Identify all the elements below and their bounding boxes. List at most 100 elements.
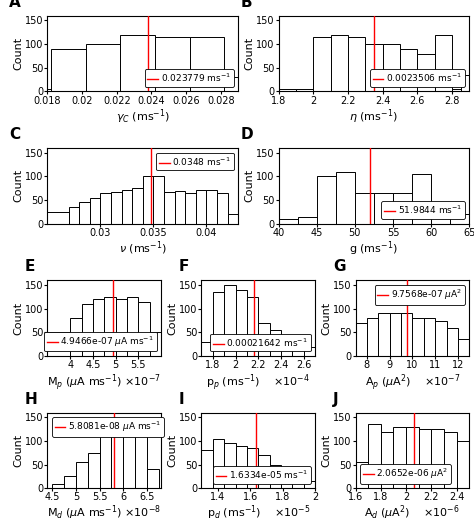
Bar <box>150 332 161 356</box>
Bar <box>213 292 224 356</box>
Bar <box>456 441 469 488</box>
Bar <box>412 318 424 356</box>
Bar <box>206 190 217 224</box>
Bar <box>123 432 135 488</box>
Text: F: F <box>179 259 189 274</box>
Bar <box>424 318 435 356</box>
Bar <box>224 285 236 356</box>
Bar <box>431 429 444 488</box>
Bar <box>292 342 304 356</box>
Bar <box>135 432 147 488</box>
Bar <box>356 323 367 356</box>
Bar <box>236 290 247 356</box>
Bar <box>330 35 348 91</box>
Legend: 0.0023506 ms$^{-1}$: 0.0023506 ms$^{-1}$ <box>370 69 465 87</box>
Bar <box>417 54 435 91</box>
Bar <box>355 193 374 224</box>
Bar <box>401 313 412 356</box>
Bar <box>383 44 400 91</box>
Bar <box>298 217 317 224</box>
Bar <box>279 219 298 224</box>
Bar <box>406 427 419 488</box>
Bar <box>147 469 159 488</box>
Bar <box>393 193 412 224</box>
Bar <box>185 193 196 224</box>
Bar <box>70 318 82 356</box>
Bar <box>100 436 111 488</box>
Bar <box>51 49 85 91</box>
Bar <box>374 193 393 224</box>
Bar <box>304 481 315 488</box>
X-axis label: $\nu$ (ms$^{-1}$): $\nu$ (ms$^{-1}$) <box>119 239 167 257</box>
Bar <box>174 191 185 224</box>
Bar <box>419 429 431 488</box>
Bar <box>236 446 247 488</box>
Y-axis label: Count: Count <box>167 434 177 467</box>
Bar <box>82 304 93 356</box>
Bar <box>393 427 406 488</box>
Bar <box>317 176 336 224</box>
Bar <box>356 463 368 488</box>
Bar <box>213 439 224 488</box>
Bar <box>247 448 258 488</box>
Text: A: A <box>9 0 21 9</box>
Bar <box>47 212 69 224</box>
Bar <box>138 301 150 356</box>
Bar <box>76 463 88 488</box>
Bar <box>111 432 123 488</box>
Y-axis label: Count: Count <box>13 301 23 335</box>
Bar <box>450 214 469 224</box>
Bar <box>143 176 154 224</box>
Bar <box>224 443 236 488</box>
Bar <box>104 297 116 356</box>
Bar <box>224 77 238 91</box>
Bar <box>201 342 213 356</box>
Bar <box>458 340 469 356</box>
Bar <box>378 313 390 356</box>
Bar <box>90 198 100 224</box>
Bar <box>201 450 213 488</box>
Legend: 0.00021642 ms$^{-1}$: 0.00021642 ms$^{-1}$ <box>210 333 310 351</box>
Bar <box>348 37 365 91</box>
Bar <box>400 49 417 91</box>
Y-axis label: Count: Count <box>321 434 331 467</box>
X-axis label: $\gamma_C$ (ms$^{-1}$): $\gamma_C$ (ms$^{-1}$) <box>116 107 170 125</box>
Bar <box>85 44 120 91</box>
X-axis label: g (ms$^{-1}$): g (ms$^{-1}$) <box>349 239 398 258</box>
Bar <box>155 37 190 91</box>
Bar <box>247 297 258 356</box>
Text: E: E <box>25 259 35 274</box>
Bar <box>435 320 447 356</box>
Bar <box>258 323 270 356</box>
Bar <box>292 477 304 488</box>
Bar <box>196 190 206 224</box>
Bar <box>64 477 76 488</box>
Bar <box>228 214 238 224</box>
Legend: 51.9844 ms$^{-1}$: 51.9844 ms$^{-1}$ <box>382 201 465 219</box>
Bar <box>100 193 111 224</box>
Bar <box>412 174 431 224</box>
Y-axis label: Count: Count <box>13 434 23 467</box>
Bar <box>279 89 296 91</box>
Bar <box>452 89 461 91</box>
X-axis label: $\eta$ (ms$^{-1}$): $\eta$ (ms$^{-1}$) <box>349 107 398 125</box>
Text: B: B <box>240 0 252 9</box>
Bar <box>431 214 450 224</box>
X-axis label: A$_p$ ($\mu$A$^2$)    $\times$10$^{-7}$: A$_p$ ($\mu$A$^2$) $\times$10$^{-7}$ <box>365 372 460 393</box>
Legend: 4.9466e-07 $\mu$A ms$^{-1}$: 4.9466e-07 $\mu$A ms$^{-1}$ <box>44 332 156 351</box>
Bar <box>127 297 138 356</box>
Y-axis label: Count: Count <box>245 169 255 203</box>
X-axis label: M$_p$ ($\mu$A ms$^{-1}$) $\times$10$^{-7}$: M$_p$ ($\mu$A ms$^{-1}$) $\times$10$^{-7… <box>47 372 161 393</box>
Text: G: G <box>333 259 345 274</box>
X-axis label: p$_d$ (ms$^{-1}$)    $\times$10$^{-5}$: p$_d$ (ms$^{-1}$) $\times$10$^{-5}$ <box>207 504 310 522</box>
Bar <box>154 176 164 224</box>
Bar <box>390 313 401 356</box>
Bar <box>47 89 51 91</box>
Text: H: H <box>25 392 37 406</box>
Bar <box>111 192 122 224</box>
Bar <box>132 188 143 224</box>
Bar <box>368 424 381 488</box>
Bar <box>304 346 315 356</box>
Legend: 9.7568e-07 $\mu$A$^2$: 9.7568e-07 $\mu$A$^2$ <box>374 285 465 304</box>
Bar <box>336 172 355 224</box>
